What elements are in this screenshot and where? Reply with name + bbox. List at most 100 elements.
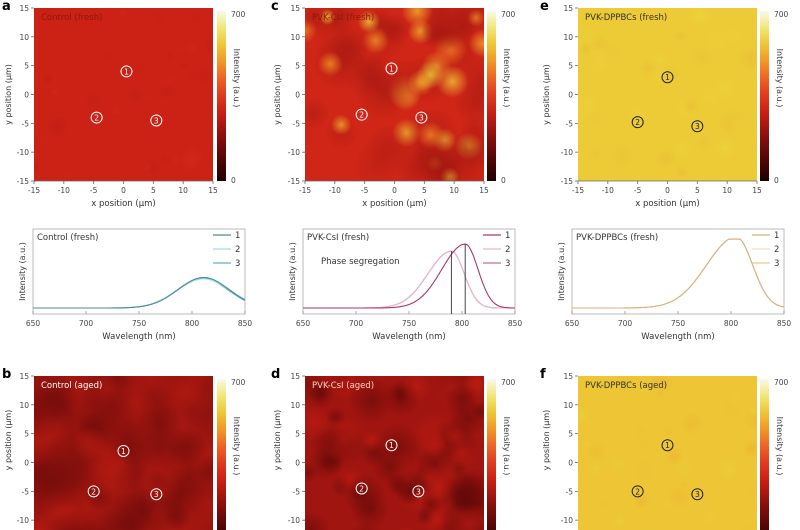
heatmap-texture-blob	[156, 82, 177, 103]
heatmap-texture-blob	[37, 510, 97, 530]
y-axis-label: y position (µm)	[273, 64, 282, 125]
colorbar-max-label: 700	[231, 378, 246, 387]
marker-circle-1	[661, 71, 674, 84]
x-tick-label: 750	[132, 319, 147, 328]
plot-frame	[302, 228, 516, 315]
x-tick-label: 10	[178, 186, 188, 195]
heatmap-title: Control (aged)	[41, 381, 102, 391]
colorbar	[487, 379, 496, 530]
heatmap-texture-blob	[348, 377, 396, 424]
marker-label-2: 2	[635, 487, 640, 496]
y-tick-label: 10	[563, 33, 573, 42]
heatmap-texture-blob	[177, 59, 190, 72]
heatmap-texture-blob	[138, 88, 157, 107]
plot-frame	[571, 228, 785, 315]
heatmap-texture-blob	[75, 40, 89, 54]
x-tick-label: 850	[777, 319, 792, 328]
x-tick-label: 15	[208, 186, 218, 195]
y-tick-label: 15	[19, 372, 29, 381]
heatmap-texture-blob	[664, 447, 684, 466]
heatmap-texture-blob	[109, 104, 122, 117]
heatmap-texture-blob	[662, 425, 675, 437]
panel-letter: d	[271, 367, 280, 382]
heatmap-image	[578, 376, 757, 530]
x-tick-label: 650	[26, 319, 41, 328]
marker-circle-2	[631, 485, 644, 498]
y-tick-label: 0	[24, 459, 29, 468]
marker-circle-3	[691, 488, 704, 501]
heatmap-texture-blob	[159, 154, 170, 166]
legend-label-3: 3	[774, 259, 779, 269]
heatmap-texture-blob	[131, 61, 147, 77]
heatmap-texture-blob	[418, 150, 468, 181]
y-tick-label: -5	[566, 119, 574, 128]
y-tick-label: -10	[288, 148, 300, 157]
heatmap-texture-blob	[648, 524, 664, 530]
y-tick-label: 0	[295, 91, 300, 100]
heatmap-texture-blob	[165, 50, 176, 61]
heatmap-texture-blob	[726, 142, 740, 156]
marker-label-1: 1	[389, 65, 394, 74]
x-tick-label: 800	[724, 319, 739, 328]
heatmap-texture-blob	[701, 160, 721, 180]
y-tick-label: 0	[24, 91, 29, 100]
heatmap-texture-blob	[45, 115, 70, 139]
heatmap-texture-blob	[691, 46, 713, 68]
heatmap-texture-blob	[583, 51, 603, 71]
heatmap-panel-b: b Control (aged) 1 2 3 -10 -5 0 5 10 15 y position …	[2, 367, 246, 530]
x-tick-label: 10	[722, 186, 732, 195]
colorbar-max-label: 700	[501, 10, 516, 19]
y-axis-label: Intensity (a.u.)	[288, 242, 297, 301]
heatmap-texture-blob	[587, 460, 604, 477]
heatmap-texture-blob	[450, 489, 476, 515]
x-axis-label: Wavelength (nm)	[102, 332, 175, 342]
y-tick-label: -10	[288, 516, 300, 525]
colorbar-label: Intensity (a.u.)	[502, 49, 511, 108]
heatmap-image	[305, 376, 484, 530]
y-tick-label: -5	[22, 487, 30, 496]
heatmap-texture-blob	[83, 90, 104, 110]
legend-label-2: 2	[505, 245, 510, 255]
colorbar-min-label: 0	[501, 176, 506, 185]
legend-label-3: 3	[235, 259, 240, 269]
heatmap-texture-blob	[716, 457, 741, 483]
x-tick-label: 650	[296, 319, 311, 328]
heatmap-texture-blob	[661, 65, 680, 84]
heatmap-texture-blob	[72, 426, 107, 461]
heatmap-texture-blob	[579, 41, 592, 55]
x-tick-label: 5	[422, 186, 427, 195]
heatmap-texture-blob	[164, 73, 178, 88]
heatmap-texture-blob	[305, 376, 337, 410]
heatmap-texture-blob	[379, 15, 408, 43]
y-axis-label: y position (µm)	[4, 410, 13, 471]
x-axis-label: x position (µm)	[91, 199, 155, 209]
heatmap-texture-blob	[58, 166, 77, 181]
heatmap-title: PVK-DPPBCs (aged)	[585, 381, 667, 391]
y-axis-label: Intensity (a.u.)	[557, 242, 566, 301]
spectrum-panel-e-spectrum: 650 700 750 800 850 Wavelength (nm) Intensity …	[557, 228, 792, 342]
heatmap-texture-blob	[86, 447, 141, 502]
y-tick-label: 5	[295, 430, 300, 439]
heatmap-texture-blob	[37, 8, 58, 19]
heatmap-texture-blob	[305, 97, 330, 131]
x-axis-label: Wavelength (nm)	[372, 332, 445, 342]
x-tick-label: -5	[361, 186, 369, 195]
heatmap-texture-blob	[655, 147, 677, 169]
x-tick-label: -10	[602, 186, 614, 195]
heatmap-texture-blob	[435, 8, 484, 41]
heatmap-texture-blob	[596, 524, 612, 530]
heatmap-texture-blob	[743, 443, 757, 459]
panel-letter: c	[271, 0, 279, 14]
x-tick-label: -10	[58, 186, 70, 195]
x-tick-label: 0	[392, 186, 397, 195]
y-tick-label: 5	[24, 62, 29, 71]
heatmap-texture-blob	[700, 507, 721, 528]
x-axis-label: Wavelength (nm)	[641, 332, 714, 342]
heatmap-texture-blob	[699, 87, 720, 107]
marker-label-3: 3	[695, 490, 700, 499]
heatmap-texture-blob	[202, 36, 213, 56]
heatmap-texture-blob	[630, 431, 653, 454]
spectrum-title: Control (fresh)	[37, 233, 98, 243]
legend-label-1: 1	[235, 231, 240, 241]
